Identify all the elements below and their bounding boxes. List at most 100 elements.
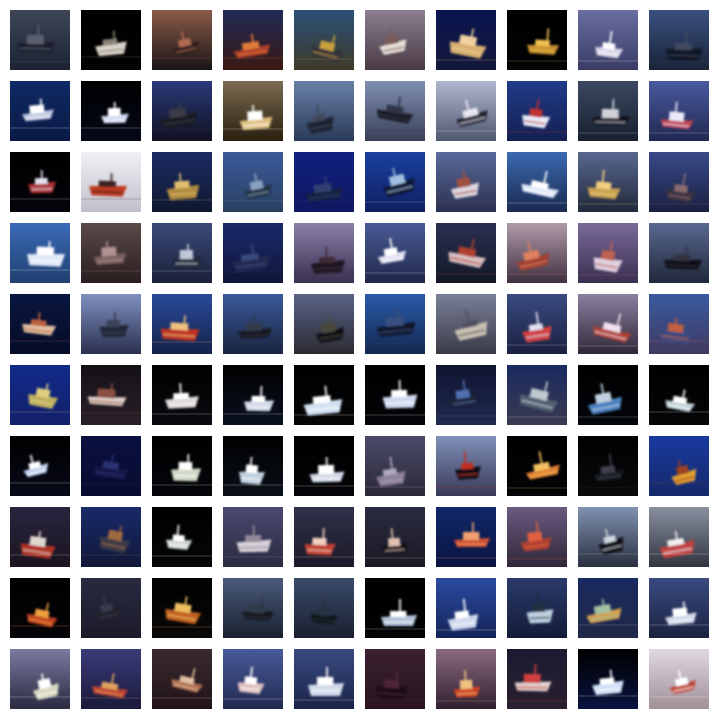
- ship-image: [507, 365, 567, 425]
- ship-image-tile: [649, 649, 709, 709]
- ship-image-tile: [578, 152, 638, 212]
- ship-image-tile: [223, 152, 283, 212]
- ship-image-tile: [152, 152, 212, 212]
- ship-image-tile: [294, 10, 354, 70]
- ship-image: [294, 10, 354, 70]
- ship-image-tile: [649, 365, 709, 425]
- ship-image-tile: [578, 10, 638, 70]
- ship-image: [81, 365, 141, 425]
- ship-image-tile: [365, 365, 425, 425]
- ship-image: [578, 294, 638, 354]
- ship-image-tile: [152, 649, 212, 709]
- ship-image: [578, 10, 638, 70]
- ship-image: [507, 223, 567, 283]
- ship-image-tile: [81, 436, 141, 496]
- ship-image-tile: [436, 365, 496, 425]
- ship-image-tile: [152, 365, 212, 425]
- ship-image: [507, 507, 567, 567]
- ship-image: [365, 649, 425, 709]
- ship-image: [507, 10, 567, 70]
- ship-image-tile: [507, 81, 567, 141]
- ship-image: [81, 578, 141, 638]
- ship-image: [10, 365, 70, 425]
- ship-image-tile: [436, 436, 496, 496]
- ship-image: [365, 365, 425, 425]
- ship-image-tile: [10, 152, 70, 212]
- ship-image-tile: [507, 649, 567, 709]
- ship-image-tile: [649, 223, 709, 283]
- ship-image: [365, 578, 425, 638]
- ship-image: [81, 436, 141, 496]
- ship-image: [294, 436, 354, 496]
- ship-image-tile: [10, 10, 70, 70]
- ship-image-tile: [436, 81, 496, 141]
- ship-image: [507, 294, 567, 354]
- ship-image: [578, 507, 638, 567]
- ship-image-tile: [10, 81, 70, 141]
- ship-image-tile: [436, 578, 496, 638]
- ship-image: [10, 10, 70, 70]
- ship-image-tile: [294, 81, 354, 141]
- ship-image: [152, 507, 212, 567]
- ship-image: [10, 81, 70, 141]
- ship-image-tile: [507, 152, 567, 212]
- ship-image-tile: [294, 436, 354, 496]
- ship-image-tile: [223, 436, 283, 496]
- ship-image-tile: [152, 507, 212, 567]
- ship-image-tile: [436, 223, 496, 283]
- ship-image: [578, 81, 638, 141]
- ship-image-tile: [507, 294, 567, 354]
- ship-image: [81, 507, 141, 567]
- ship-image-tile: [223, 294, 283, 354]
- ship-image: [223, 507, 283, 567]
- ship-image: [649, 436, 709, 496]
- ship-image: [436, 436, 496, 496]
- ship-image-tile: [223, 649, 283, 709]
- ship-image-tile: [223, 81, 283, 141]
- ship-image-tile: [223, 507, 283, 567]
- ship-image-tile: [294, 294, 354, 354]
- ship-image-tile: [578, 365, 638, 425]
- ship-image-tile: [152, 436, 212, 496]
- ship-image: [649, 578, 709, 638]
- ship-image: [507, 649, 567, 709]
- ship-image: [294, 223, 354, 283]
- ship-image-tile: [436, 10, 496, 70]
- ship-image: [436, 152, 496, 212]
- ship-image: [507, 81, 567, 141]
- ship-image: [81, 223, 141, 283]
- ship-image-tile: [578, 507, 638, 567]
- ship-image: [152, 578, 212, 638]
- ship-image-tile: [436, 649, 496, 709]
- ship-image-tile: [649, 294, 709, 354]
- ship-image: [152, 223, 212, 283]
- ship-image-tile: [81, 649, 141, 709]
- ship-image: [81, 294, 141, 354]
- ship-image: [649, 507, 709, 567]
- ship-image: [223, 10, 283, 70]
- ship-image-tile: [365, 10, 425, 70]
- ship-image: [365, 436, 425, 496]
- ship-image: [152, 152, 212, 212]
- ship-image-tile: [10, 507, 70, 567]
- ship-image: [294, 649, 354, 709]
- ship-image: [223, 294, 283, 354]
- ship-image: [152, 649, 212, 709]
- ship-image: [10, 223, 70, 283]
- ship-image: [10, 578, 70, 638]
- ship-image: [223, 649, 283, 709]
- ship-image-tile: [507, 436, 567, 496]
- ship-image: [649, 294, 709, 354]
- ship-image-tile: [10, 365, 70, 425]
- ship-image: [223, 223, 283, 283]
- ship-image: [294, 365, 354, 425]
- ship-image-tile: [578, 81, 638, 141]
- ship-image: [436, 294, 496, 354]
- ship-image-tile: [10, 578, 70, 638]
- ship-image: [294, 578, 354, 638]
- ship-image: [294, 152, 354, 212]
- ship-image: [152, 436, 212, 496]
- ship-image-tile: [152, 81, 212, 141]
- ship-image-tile: [507, 365, 567, 425]
